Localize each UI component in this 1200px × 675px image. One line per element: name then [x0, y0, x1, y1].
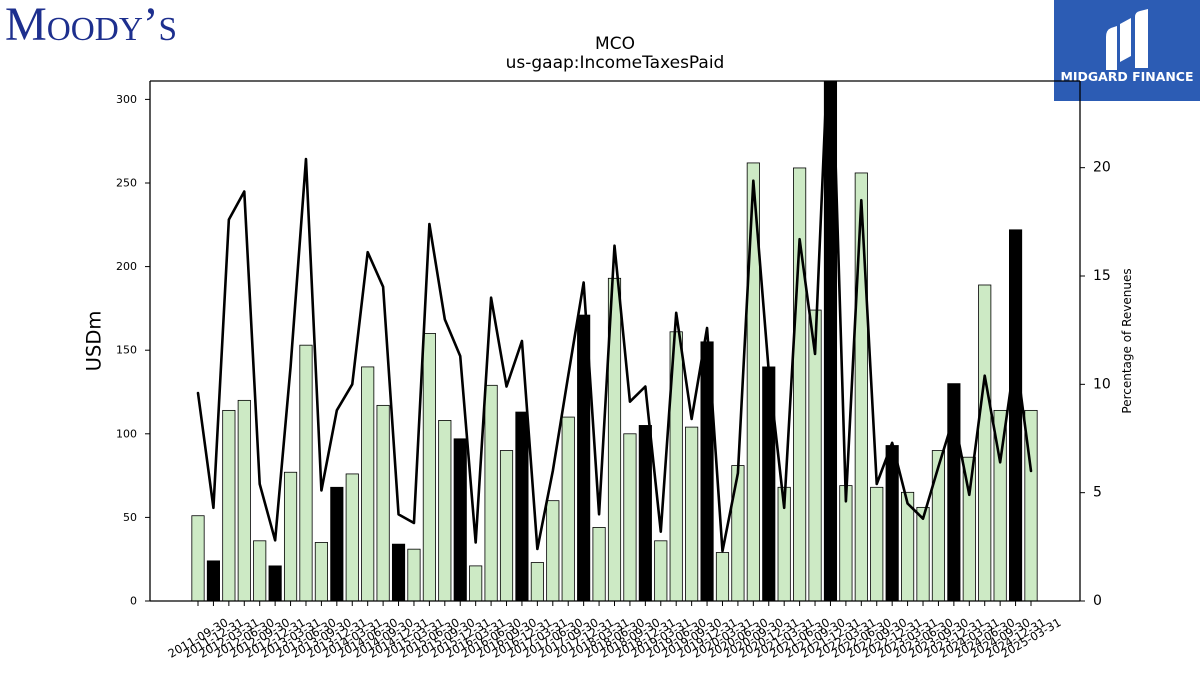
- bar-2016-12-31: [515, 411, 529, 601]
- bar-2022-03-31: [839, 485, 853, 601]
- bar-2011-12-31: [206, 560, 220, 601]
- axes-frame: [149, 80, 1081, 602]
- logo-pillar-middle: [1120, 18, 1131, 62]
- bar-2017-12-31: [577, 314, 591, 601]
- y2-tick-label: 20: [1093, 160, 1111, 176]
- bar-2024-06-30: [978, 284, 992, 601]
- bar-2020-03-31: [715, 552, 730, 601]
- y2-axis-label: Percentage of Revenues: [1120, 268, 1134, 413]
- bar-2021-06-30: [793, 167, 807, 601]
- y-tick-label: 0: [130, 595, 137, 608]
- bar-2025-03-31: [1024, 409, 1038, 601]
- bar-2021-09-30: [808, 309, 822, 601]
- bar-2012-12-31: [268, 565, 282, 601]
- bar-2022-06-30: [854, 172, 868, 601]
- percentage-of-revenues-line: [196, 81, 1033, 553]
- y2-tick-label: 10: [1093, 376, 1111, 392]
- y-tick-label: 300: [116, 93, 137, 106]
- bar-2021-12-31: [823, 81, 838, 601]
- bar-2024-09-30: [993, 409, 1007, 601]
- y-axis-label: USDm: [83, 311, 106, 372]
- y-tick-label: 50: [123, 511, 137, 524]
- midgard-logo-text: MIDGARD FINANCE: [1061, 69, 1194, 84]
- bar-2012-09-30: [253, 540, 267, 601]
- bar-2017-06-30: [546, 500, 560, 601]
- bar-2023-03-31: [901, 491, 915, 601]
- bar-2023-06-30: [916, 506, 930, 601]
- y2-axis-ticks: 0 5 10 15 20: [1080, 160, 1111, 609]
- bar-series: [191, 81, 1038, 601]
- x-axis-ticks: 2011-09-302011-12-312012-03-312012-06-30…: [166, 601, 1063, 661]
- bar-2014-03-31: [345, 473, 359, 601]
- bar-2020-06-30: [731, 465, 745, 601]
- bar-2014-09-30: [376, 404, 390, 601]
- bar-2020-09-30: [746, 162, 760, 601]
- y2-tick-label: 15: [1093, 268, 1111, 284]
- bar-2012-06-30: [237, 399, 251, 601]
- y-axis-ticks: 0 50 100 150 200 250 300: [116, 93, 150, 608]
- bar-2023-09-30: [931, 450, 946, 601]
- bar-2019-06-30: [669, 331, 683, 601]
- midgard-logo-icon: [1106, 9, 1148, 70]
- logo-pillar-right: [1135, 9, 1148, 68]
- bar-2016-09-30: [499, 450, 514, 601]
- y-tick-label: 150: [116, 344, 137, 357]
- y-tick-label: 100: [116, 427, 137, 440]
- bar-2015-12-31: [453, 438, 467, 601]
- bar-2018-09-30: [623, 433, 637, 601]
- bar-2019-09-30: [685, 426, 699, 601]
- y-tick-label: 250: [116, 176, 137, 189]
- bar-2013-03-31: [283, 471, 298, 601]
- moodys-logo: Moody’s: [5, 0, 177, 51]
- bar-2019-03-31: [654, 540, 668, 601]
- y2-tick-label: 5: [1093, 485, 1102, 501]
- bar-2011-09-30: [191, 515, 205, 601]
- bar-2024-12-31: [1009, 229, 1023, 601]
- chart-subtitle: us-gaap:IncomeTaxesPaid: [506, 53, 725, 73]
- logo-pillar-left: [1106, 26, 1117, 70]
- bar-2015-06-30: [422, 333, 436, 601]
- bar-2012-03-31: [222, 409, 236, 601]
- bar-2014-06-30: [361, 366, 375, 601]
- line-series: [196, 81, 1033, 553]
- bar-2016-03-31: [469, 565, 483, 601]
- bar-2018-03-31: [592, 527, 606, 601]
- y2-tick-label: 0: [1093, 593, 1102, 609]
- midgard-logo: MIDGARD FINANCE: [1054, 0, 1200, 101]
- bar-2015-03-31: [407, 548, 421, 601]
- bar-2022-12-31: [885, 445, 899, 601]
- bar-2017-03-31: [530, 562, 544, 601]
- bar-2013-12-31: [330, 486, 344, 601]
- bar-2013-06-30: [299, 344, 313, 601]
- bar-2016-06-30: [484, 384, 498, 601]
- bar-2013-09-30: [314, 542, 328, 601]
- bar-2017-09-30: [561, 416, 575, 601]
- bar-2018-12-31: [638, 425, 652, 601]
- y-tick-label: 200: [116, 260, 137, 273]
- bar-2014-12-31: [391, 543, 406, 601]
- chart-title: MCO: [595, 34, 635, 54]
- bar-2022-09-30: [870, 486, 884, 601]
- bar-2018-06-30: [607, 277, 622, 601]
- bar-2015-09-30: [438, 420, 452, 601]
